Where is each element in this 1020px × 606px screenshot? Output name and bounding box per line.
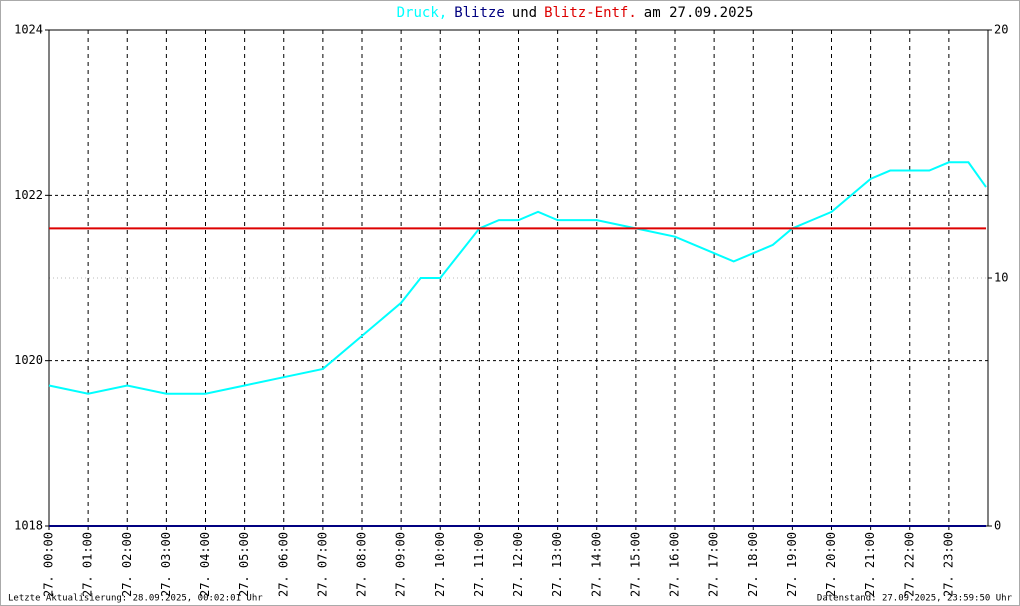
x-tick-label: 27. 02:00 xyxy=(120,532,134,597)
x-tick-label: 27. 16:00 xyxy=(668,532,682,597)
x-tick-label: 27. 01:00 xyxy=(81,532,95,597)
title-text: und xyxy=(512,5,537,21)
x-tick-label: 27. 21:00 xyxy=(863,532,877,597)
footer-right: Datenstand: 27.09.2025, 23:59:50 Uhr xyxy=(817,594,1013,604)
x-tick-label: 27. 07:00 xyxy=(315,532,329,597)
chart-title: Druck, Blitze und Blitz-Entf. am 27.09.2025 xyxy=(397,5,754,21)
y2-tick-label: 10 xyxy=(994,271,1008,285)
x-tick-label: 27. 04:00 xyxy=(198,532,212,597)
x-tick-label: 27. 12:00 xyxy=(511,532,525,597)
x-tick-label: 27. 00:00 xyxy=(42,532,56,597)
x-tick-label: 27. 17:00 xyxy=(707,532,721,597)
x-tick-label: 27. 06:00 xyxy=(276,532,290,597)
series-line xyxy=(48,161,987,395)
x-tick-label: 27. 18:00 xyxy=(746,532,760,597)
y-tick-label: 1024 xyxy=(14,23,43,37)
title-text: am 27.09.2025 xyxy=(644,5,754,21)
legend-entry: Blitze xyxy=(454,5,505,21)
title-text: , xyxy=(439,5,447,21)
x-tick-label: 27. 15:00 xyxy=(628,532,642,597)
x-tick-label: 27. 11:00 xyxy=(472,532,486,597)
x-tick-label: 27. 08:00 xyxy=(355,532,369,597)
x-tick-label: 27. 05:00 xyxy=(237,532,251,597)
x-tick-label: 27. 09:00 xyxy=(394,532,408,597)
y-tick-label: 1022 xyxy=(14,188,43,202)
legend-entry: Druck xyxy=(397,5,440,21)
x-tick-label: 27. 23:00 xyxy=(941,532,955,597)
y2-tick-label: 20 xyxy=(994,23,1008,37)
x-tick-label: 27. 20:00 xyxy=(824,532,838,597)
x-tick-label: 27. 22:00 xyxy=(902,532,916,597)
x-tick-label: 27. 14:00 xyxy=(589,532,603,597)
x-tick-label: 27. 03:00 xyxy=(159,532,173,597)
footer-left: Letzte Aktualisierung: 28.09.2025, 00:02… xyxy=(8,594,263,604)
y-tick-label: 1020 xyxy=(14,353,43,367)
x-tick-label: 27. 10:00 xyxy=(433,532,447,597)
legend-entry: Blitz-Entf. xyxy=(544,5,637,21)
y2-tick-label: 0 xyxy=(994,519,1001,533)
x-tick-label: 27. 19:00 xyxy=(785,532,799,597)
x-tick-label: 27. 13:00 xyxy=(550,532,564,597)
y-tick-label: 1018 xyxy=(14,519,43,533)
